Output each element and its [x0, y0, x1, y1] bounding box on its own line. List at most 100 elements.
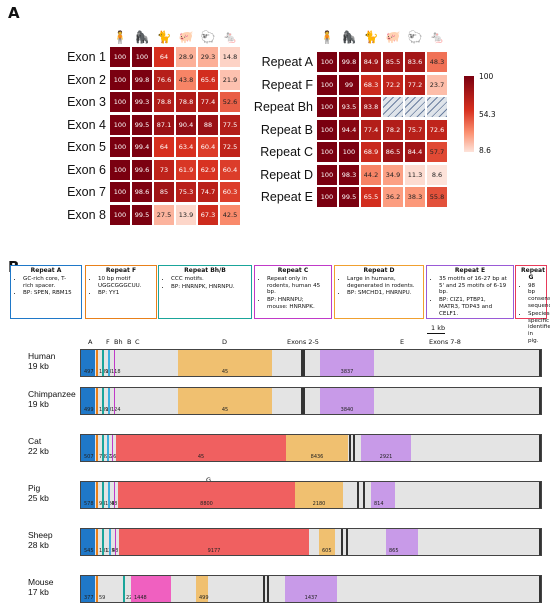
- sheep-icon: 🐑: [200, 30, 216, 44]
- exon-marker: [303, 388, 305, 414]
- exon-label: Exon 7: [67, 185, 106, 199]
- exon-cell: 60.4: [220, 159, 240, 180]
- repeat-segment-g: 45: [116, 435, 286, 461]
- repeat-segment-f: 59: [96, 576, 105, 602]
- repeat-box: Repeat A GC-rich core, T-rich spacer.BP: …: [10, 265, 82, 319]
- exon-cell: 99.5: [132, 204, 152, 225]
- species-size: 19 kb: [28, 361, 49, 371]
- repeat-segment-e: 3840: [320, 388, 374, 414]
- segment-length: 8436: [310, 454, 324, 460]
- segment-length: 814: [374, 501, 384, 507]
- exon-cell: 99.5: [132, 114, 152, 135]
- exon-cell: 28.9: [176, 47, 196, 67]
- exon-marker: [539, 529, 541, 555]
- repeat-cell: 100: [339, 142, 359, 162]
- exon-cell: 100: [110, 114, 130, 135]
- repeat-cell: 94.4: [339, 119, 359, 140]
- exon-cell: 14.8: [220, 47, 240, 67]
- segment-length: 8800: [200, 501, 213, 507]
- repeat-cell: 77.4: [361, 119, 381, 140]
- exon-cell: 60.4: [198, 137, 218, 157]
- repeat-cell: 99.8: [339, 52, 359, 72]
- exon-cell: 99.4: [132, 137, 152, 157]
- repeat-box-item: BP: CIZ1, PTBP1, MATR3, TDP43 and CELF1.: [439, 297, 508, 317]
- segment-length: 9177: [207, 548, 221, 554]
- scale-bar: [427, 333, 445, 334]
- repeat-cell: 100: [317, 97, 337, 117]
- repeat-box-title: Repeat Bh/B: [184, 267, 226, 274]
- repeat-segment-f: 101: [96, 388, 109, 414]
- repeat-segment-c: [114, 482, 115, 508]
- repeat-cell: 23.7: [427, 74, 447, 95]
- exon-marker: [539, 435, 541, 461]
- repeat-segment-c: [114, 350, 115, 376]
- repeat-segment-g: 8800: [118, 482, 295, 508]
- repeat-label: Repeat D: [260, 167, 313, 182]
- repeat-segment-e: 2921: [361, 435, 411, 461]
- repeat-label: Repeat Bh: [253, 100, 313, 114]
- species-name: Chimpanzee 19 kb: [28, 389, 76, 409]
- exon-cell: 77.5: [220, 114, 240, 135]
- repeat-segment-a: 578: [81, 482, 95, 508]
- segment-length: 2180: [312, 501, 326, 507]
- repeat-segment-c: [112, 435, 113, 461]
- label-d: D: [222, 338, 228, 346]
- exon-cell: 100: [110, 159, 130, 180]
- exon-cell: 60.3: [220, 182, 240, 202]
- repeat-segment-bh: 97: [102, 435, 111, 461]
- repeat-box-title: Repeat G: [521, 267, 545, 281]
- label-b: B: [127, 338, 132, 346]
- exon-cell: 74.7: [198, 182, 218, 202]
- segment-length: 499: [199, 595, 209, 601]
- repeat-segment-a: 377: [81, 576, 95, 602]
- pig-icon: 🐖: [385, 30, 401, 44]
- segment-length: 124: [111, 407, 121, 413]
- exon-cell: 100: [110, 69, 130, 90]
- repeat-box-item: BP: SPEN, RBM15: [23, 290, 76, 297]
- repeat-box-item: 98 bp consensus sequence.: [528, 283, 550, 310]
- exon-marker: [263, 576, 265, 602]
- repeat-box: Repeat C Repeat only in rodents, human 45…: [254, 265, 332, 319]
- species-label: Pig: [28, 483, 41, 493]
- legend-max: 100: [479, 72, 494, 81]
- exon-label: Exon 4: [67, 117, 106, 132]
- repeat-cell: 77.2: [405, 74, 425, 95]
- segment-length: 1437: [304, 595, 318, 601]
- repeat-segment-d: 605: [319, 529, 335, 555]
- cat-icon: 🐈: [363, 30, 379, 44]
- repeat-box-item: BP: SMCHD1, HNRNPU.: [347, 290, 418, 297]
- repeat-segment-e: 814: [371, 482, 395, 508]
- color-scale-bar: [464, 76, 474, 152]
- label-e: E: [400, 338, 405, 346]
- legend-mid: 54.3: [479, 110, 496, 119]
- repeat-segment-b: 118: [108, 350, 121, 376]
- repeat-segment-f: 101: [96, 350, 109, 376]
- exon-marker: [267, 576, 269, 602]
- exon-cell: 73: [154, 159, 174, 180]
- repeat-box-item: 35 motifs of 16-27 bp at 5' and 25 motif…: [439, 276, 508, 296]
- exon-cell: 78.8: [154, 92, 174, 112]
- exon-marker: [539, 576, 541, 602]
- exon-cell: 64: [154, 47, 174, 67]
- exon-cell: 99.3: [132, 92, 152, 112]
- species-name: Cat 22 kb: [28, 436, 49, 456]
- label-bh: Bh: [114, 338, 123, 346]
- repeat-cell: 100: [317, 52, 337, 72]
- repeat-box-item: CCC motifs.: [171, 276, 246, 283]
- segment-length: 497: [84, 369, 94, 375]
- repeat-box: Repeat E 35 motifs of 16-27 bp at 5' and …: [426, 265, 514, 319]
- repeat-box-item: GC-rich core, T-rich spacer.: [23, 276, 76, 290]
- repeat-segment-c: [114, 388, 115, 414]
- repeat-segment-b: 124: [108, 388, 121, 414]
- repeat-cell: [383, 97, 403, 117]
- repeat-cell: 100: [317, 164, 337, 185]
- species-name: Mouse 17 kb: [28, 577, 54, 597]
- species-track: 5789312848 8800 2180 814: [80, 481, 542, 509]
- repeat-segment-a: 545: [81, 529, 95, 555]
- repeat-box-item: Species-specific identified in pig.: [528, 311, 550, 345]
- repeat-cell: 72.2: [383, 74, 403, 95]
- repeat-box-item: BP: HNRNPK, HNRNPU.: [171, 284, 246, 291]
- exon-marker: [341, 529, 343, 555]
- species-size: 19 kb: [28, 399, 49, 409]
- exon-marker: [303, 350, 305, 376]
